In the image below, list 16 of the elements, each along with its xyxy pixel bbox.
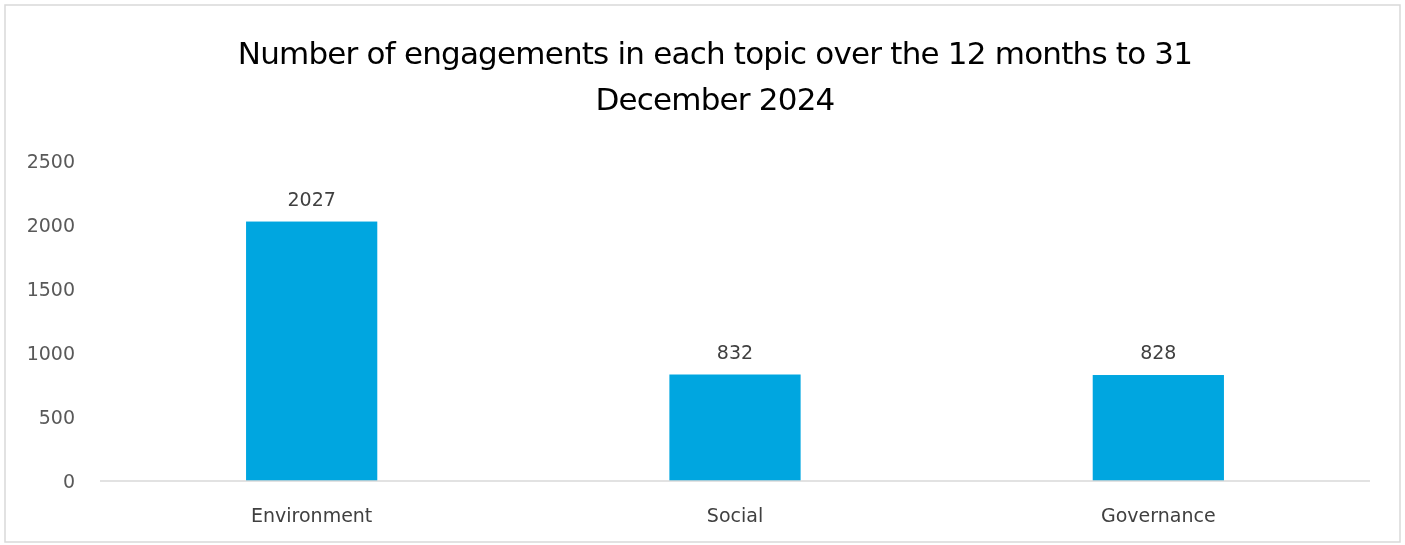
- data-label: 832: [716, 340, 754, 363]
- y-tick-label: 1000: [26, 341, 75, 364]
- y-tick-label: 0: [62, 469, 75, 492]
- bar: [1092, 375, 1224, 481]
- y-tick-label: 2000: [26, 213, 75, 236]
- data-label: 2027: [287, 187, 336, 210]
- x-tick-label: Environment: [251, 504, 373, 526]
- bar: [669, 374, 801, 481]
- x-tick-label: Social: [706, 504, 764, 526]
- bar: [246, 221, 378, 481]
- y-tick-label: 500: [38, 405, 75, 428]
- data-label: 828: [1140, 341, 1177, 364]
- x-tick-label: Governance: [1101, 504, 1216, 526]
- y-tick-label: 2500: [26, 149, 75, 172]
- chart-title: Number of engagements in each topic over the 12 months to 31 December 2024: [237, 35, 1193, 117]
- y-tick-label: 1500: [26, 277, 75, 300]
